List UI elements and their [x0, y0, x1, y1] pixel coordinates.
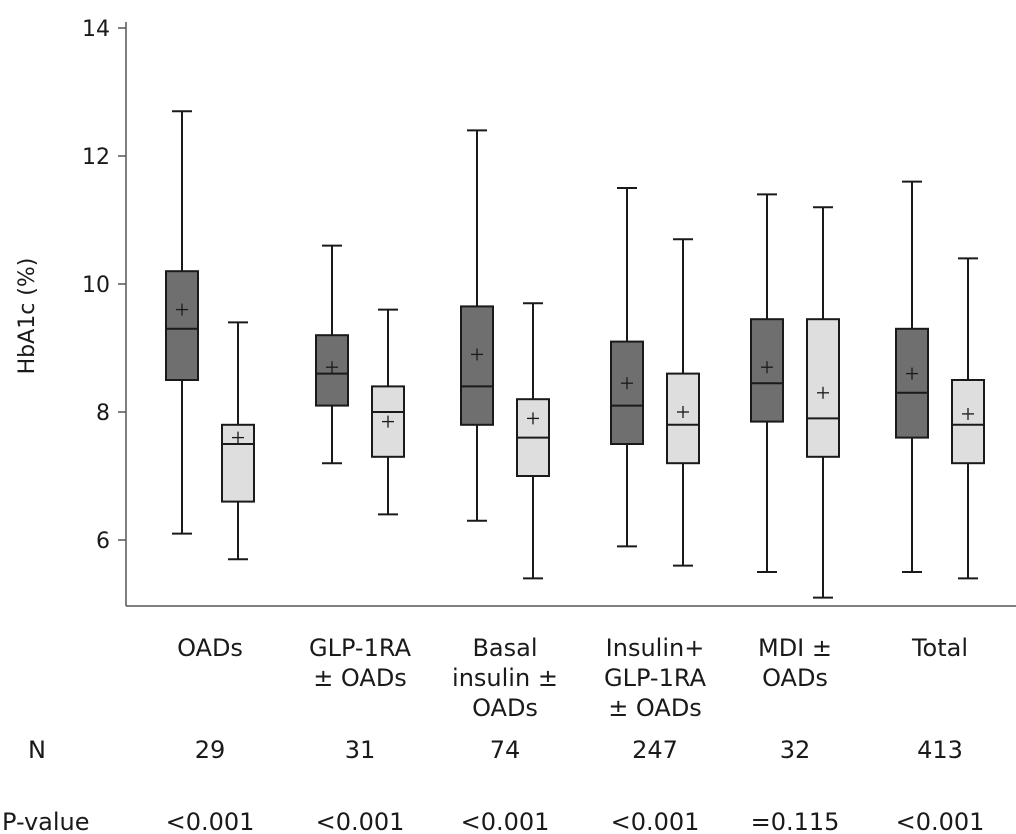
category-label: Insulin+: [606, 634, 705, 662]
category-label: Basal: [472, 634, 537, 662]
mean-marker: [232, 431, 244, 444]
mean-marker: [471, 348, 483, 361]
y-tick-label: 12: [82, 145, 110, 170]
mean-marker: [761, 361, 773, 374]
mean-marker: [176, 303, 188, 316]
mean-marker: [382, 415, 394, 428]
box-light: [371, 308, 405, 516]
category-label: OADs: [472, 694, 538, 722]
n-value: 29: [195, 736, 226, 764]
box-iqr: [165, 270, 199, 382]
p-value: <0.001: [461, 808, 550, 834]
box-plots: [165, 110, 985, 599]
p-value: <0.001: [896, 808, 985, 834]
box-dark: [315, 244, 349, 465]
category-label: OADs: [762, 664, 828, 692]
y-tick-label: 10: [82, 273, 110, 298]
n-value: 32: [780, 736, 811, 764]
n-value: 413: [917, 736, 963, 764]
box-light: [666, 238, 700, 567]
box-light: [806, 206, 840, 599]
p-value: <0.001: [316, 808, 405, 834]
box-light: [516, 302, 550, 580]
y-axis-title: HbA1c (%): [15, 258, 40, 375]
mean-marker: [962, 407, 974, 420]
box-iqr: [666, 372, 700, 465]
p-value-row-label: P-value: [2, 808, 90, 834]
category-label: GLP-1RA: [309, 634, 412, 662]
category-label: GLP-1RA: [604, 664, 707, 692]
box-dark: [610, 187, 644, 548]
category-label: OADs: [177, 634, 243, 662]
category-label: ± OADs: [608, 694, 702, 722]
category-label: ± OADs: [313, 664, 407, 692]
n-value: 247: [632, 736, 678, 764]
box-dark: [750, 193, 784, 573]
n-value: 74: [490, 736, 521, 764]
mean-marker: [677, 406, 689, 418]
n-row-label: N: [28, 736, 46, 764]
box-light: [951, 257, 985, 580]
box-light: [221, 321, 255, 561]
y-tick-label: 14: [82, 17, 110, 42]
p-value: <0.001: [611, 808, 700, 834]
box-dark: [165, 110, 199, 535]
mean-marker: [621, 377, 633, 390]
box-iqr: [951, 379, 985, 465]
box-dark: [460, 129, 494, 522]
y-tick-label: 8: [96, 401, 110, 426]
axes: 6 8 10 12 14 HbA1c (%): [15, 17, 1016, 607]
y-tick-label: 6: [96, 529, 110, 554]
p-value: <0.001: [166, 808, 255, 834]
mean-marker: [906, 367, 918, 380]
mean-marker: [326, 361, 338, 374]
box-iqr: [610, 340, 644, 446]
n-value: 31: [345, 736, 376, 764]
mean-marker: [527, 412, 539, 425]
category-label: MDI ±: [758, 634, 832, 662]
category-label: insulin ±: [452, 664, 558, 692]
category-label: Total: [911, 634, 968, 662]
summary-table: N P-value 29 <0.001 31 <0.001 74 <0.001 247 <0.00…: [2, 736, 984, 834]
box-iqr: [895, 327, 929, 439]
box-iqr: [460, 305, 494, 426]
mean-marker: [817, 386, 829, 399]
box-dark: [895, 180, 929, 573]
p-value: =0.115: [751, 808, 840, 834]
